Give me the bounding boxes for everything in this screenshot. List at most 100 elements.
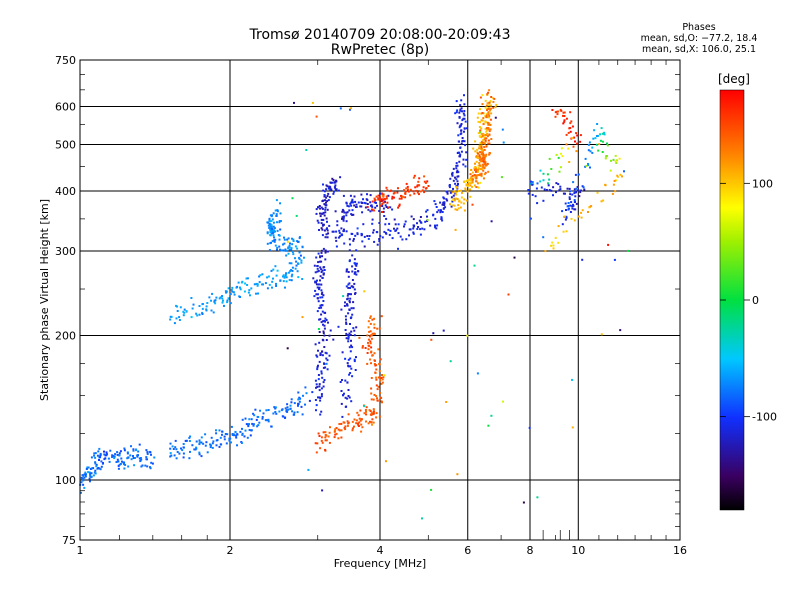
data-point	[370, 413, 373, 416]
data-point	[571, 378, 573, 381]
data-point	[435, 227, 438, 230]
data-point	[419, 216, 422, 218]
data-point	[452, 194, 455, 197]
data-point	[571, 136, 574, 139]
data-point	[291, 237, 293, 240]
data-point	[269, 242, 272, 245]
data-point	[104, 457, 107, 460]
data-point	[322, 272, 325, 275]
data-point	[457, 134, 460, 137]
data-point	[321, 269, 324, 272]
data-point	[355, 273, 358, 276]
data-point	[354, 263, 357, 266]
data-point	[373, 317, 376, 320]
data-point	[316, 286, 319, 289]
data-point	[346, 304, 349, 307]
data-point	[570, 137, 573, 140]
data-point	[356, 227, 359, 230]
data-point	[460, 129, 463, 132]
data-point	[332, 338, 335, 341]
data-point	[118, 452, 121, 455]
data-point	[341, 217, 344, 220]
data-point	[304, 386, 307, 389]
chart-title: Tromsø 20140709 20:08:00-20:09:43	[249, 27, 511, 43]
data-point	[318, 229, 320, 231]
data-point	[487, 142, 490, 145]
data-point	[484, 155, 487, 158]
data-point	[235, 436, 238, 439]
data-point	[482, 139, 485, 142]
data-point	[218, 297, 221, 300]
data-point	[492, 100, 495, 103]
data-point	[413, 192, 416, 195]
data-point	[315, 256, 318, 259]
data-point	[371, 332, 374, 335]
data-point	[452, 197, 455, 200]
data-point	[464, 187, 467, 190]
data-point	[298, 400, 301, 403]
data-point	[461, 119, 464, 122]
data-point	[320, 395, 323, 398]
data-point	[224, 290, 227, 293]
data-point	[320, 249, 323, 252]
data-point	[403, 225, 405, 228]
data-point	[394, 223, 397, 226]
data-point	[482, 164, 485, 167]
data-point	[106, 453, 108, 456]
data-point	[416, 185, 419, 188]
data-point	[214, 302, 217, 305]
data-point	[331, 177, 334, 180]
data-point	[323, 269, 326, 271]
data-point	[248, 289, 251, 292]
data-point	[272, 221, 275, 224]
data-point	[376, 243, 379, 246]
data-point	[567, 147, 570, 150]
data-point	[107, 457, 110, 460]
data-point	[565, 143, 568, 146]
plot-frame	[79, 59, 681, 541]
data-point	[291, 197, 294, 200]
data-point	[433, 200, 436, 203]
data-point	[421, 227, 424, 230]
data-point	[483, 162, 486, 165]
data-point	[273, 227, 276, 230]
data-point	[596, 191, 599, 194]
data-point	[484, 128, 487, 130]
data-point	[200, 455, 203, 458]
data-point	[321, 296, 324, 299]
data-point	[169, 447, 172, 450]
data-point	[569, 193, 572, 196]
data-point	[412, 218, 415, 221]
data-point	[565, 216, 568, 219]
colorbar-label: [deg]	[718, 72, 750, 86]
data-point	[322, 323, 324, 326]
data-point	[355, 262, 358, 265]
data-point	[373, 393, 376, 396]
data-point	[607, 243, 610, 246]
data-point	[536, 496, 539, 499]
data-point	[627, 249, 630, 252]
data-point	[366, 362, 369, 365]
data-point	[489, 100, 492, 103]
data-point	[116, 453, 119, 456]
data-point	[619, 329, 622, 332]
data-point	[382, 376, 385, 379]
data-point	[353, 204, 356, 207]
data-point	[210, 444, 212, 447]
data-point	[355, 422, 358, 425]
data-point	[580, 216, 583, 219]
data-point	[337, 189, 340, 192]
data-point	[261, 416, 264, 418]
data-point	[495, 103, 498, 106]
data-point	[501, 128, 504, 131]
data-point	[363, 405, 366, 408]
data-point	[472, 147, 475, 150]
data-point	[400, 194, 402, 197]
data-point	[465, 158, 468, 161]
data-point	[380, 315, 383, 318]
data-point	[476, 174, 479, 177]
data-point	[321, 441, 324, 444]
data-point	[323, 266, 326, 269]
data-point	[387, 194, 390, 197]
data-point	[479, 181, 482, 184]
